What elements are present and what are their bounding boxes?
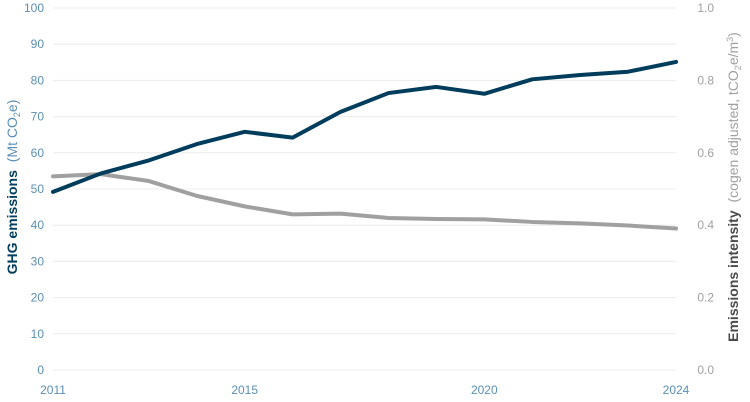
x-tick-label: 2020 — [471, 383, 498, 397]
left-axis-title: GHG emissions (Mt CO2e) — [4, 100, 22, 275]
left-axis-title-unit-sub: 2 — [12, 112, 22, 117]
left-axis-title-main: GHG emissions — [4, 170, 20, 274]
left-tick-label: 10 — [31, 327, 45, 341]
series-lines — [51, 59, 678, 231]
right-tick-label: 1.0 — [697, 1, 714, 15]
right-axis-title: Emissions intensity (cogen adjusted, tCO… — [725, 32, 743, 342]
left-tick-label: 70 — [31, 110, 45, 124]
left-tick-label: 40 — [31, 218, 45, 232]
left-tick-label: 30 — [31, 254, 45, 268]
right-tick-label: 0.2 — [697, 291, 714, 305]
left-tick-label: 60 — [31, 146, 45, 160]
x-tick-label: 2011 — [40, 383, 66, 397]
x-axis-ticks: 2011 2015 2020 2024 — [40, 383, 690, 397]
left-tick-label: 0 — [37, 363, 44, 377]
right-tick-label: 0.4 — [697, 218, 714, 232]
right-tick-label: 0.8 — [697, 73, 714, 87]
right-axis-title-unit-sup: 3 — [725, 37, 735, 42]
right-axis-title-unit-mid: e/m — [725, 42, 741, 65]
left-axis-title-unit-post: e) — [4, 100, 20, 112]
left-tick-label: 100 — [24, 1, 44, 15]
right-axis-title-unit-post: ) — [725, 32, 741, 37]
left-axis-title-unit: (Mt CO — [4, 117, 20, 162]
gridlines — [53, 7, 676, 371]
left-axis-ticks: 0 10 20 30 40 50 60 70 80 90 100 — [24, 1, 44, 377]
x-tick-label: 2015 — [231, 383, 258, 397]
right-axis-ticks: 0.0 0.2 0.4 0.6 0.8 1.0 — [697, 1, 714, 377]
right-tick-label: 0.6 — [697, 146, 714, 160]
ghg-emissions-line — [51, 59, 678, 194]
left-tick-label: 90 — [31, 37, 45, 51]
right-axis-title-unit-sub: 2 — [733, 65, 743, 70]
left-tick-label: 20 — [31, 291, 45, 305]
x-tick-label: 2024 — [663, 383, 690, 397]
right-tick-label: 0.0 — [697, 363, 714, 377]
emissions-intensity-line — [51, 172, 678, 231]
left-tick-label: 80 — [31, 73, 45, 87]
right-axis-title-main: Emissions intensity — [725, 210, 741, 342]
left-tick-label: 50 — [31, 182, 45, 196]
right-axis-title-unit: (cogen adjusted, tCO — [725, 70, 741, 202]
